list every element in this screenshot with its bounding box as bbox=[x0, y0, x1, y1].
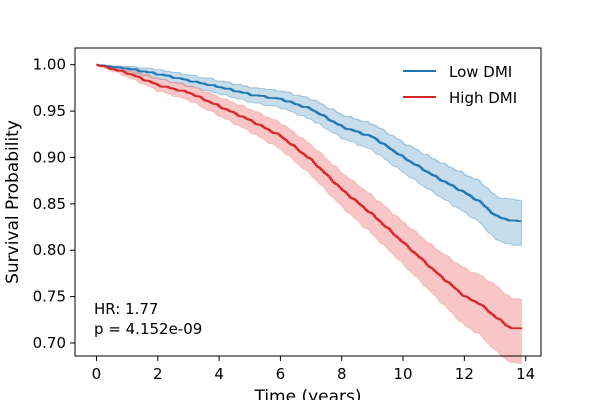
hazard-ratio-annotation: HR: 1.77 bbox=[94, 300, 158, 318]
x-tick-label: 6 bbox=[276, 365, 286, 383]
legend-label-low-dmi: Low DMI bbox=[449, 63, 512, 81]
legend: Low DMI High DMI bbox=[403, 63, 517, 107]
survival-curves bbox=[96, 63, 523, 330]
x-axis-ticks: 0 2 4 6 8 10 12 14 bbox=[92, 356, 535, 383]
legend-label-high-dmi: High DMI bbox=[449, 89, 517, 107]
survival-curve-low-dmi bbox=[96, 64, 522, 223]
survival-curve-high-dmi bbox=[96, 63, 523, 330]
y-tick-label: 0.75 bbox=[33, 288, 66, 306]
confidence-bands bbox=[95, 64, 522, 364]
x-tick-label: 12 bbox=[455, 365, 474, 383]
x-tick-label: 4 bbox=[214, 365, 224, 383]
confidence-band-high-dmi bbox=[95, 64, 522, 364]
x-tick-label: 10 bbox=[393, 365, 412, 383]
x-tick-label: 14 bbox=[516, 365, 535, 383]
y-tick-label: 0.70 bbox=[33, 334, 66, 352]
x-tick-label: 0 bbox=[92, 365, 102, 383]
p-value-annotation: p = 4.152e-09 bbox=[94, 320, 202, 338]
y-tick-label: 0.90 bbox=[33, 148, 66, 166]
plot-frame bbox=[74, 47, 542, 357]
y-tick-label: 0.95 bbox=[33, 102, 66, 120]
y-axis-ticks: 0.70 0.75 0.80 0.85 0.90 0.95 1.00 bbox=[33, 56, 75, 352]
y-axis-label: Survival Probability bbox=[3, 120, 23, 284]
y-tick-label: 0.85 bbox=[33, 195, 66, 213]
x-tick-label: 2 bbox=[153, 365, 163, 383]
x-tick-label: 8 bbox=[337, 365, 347, 383]
y-tick-label: 0.80 bbox=[33, 241, 66, 259]
x-axis-label: Time (years) bbox=[253, 387, 361, 400]
y-tick-label: 1.00 bbox=[33, 56, 66, 74]
confidence-band-low-dmi bbox=[96, 64, 522, 246]
